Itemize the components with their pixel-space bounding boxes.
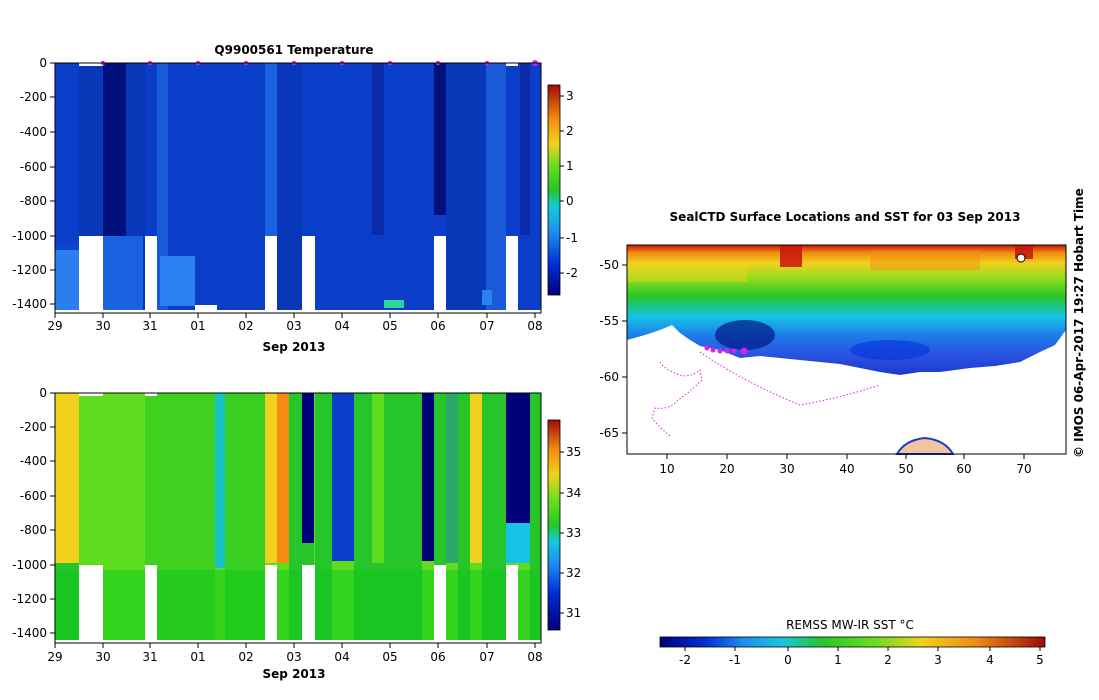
salinity-heatmap <box>55 393 541 643</box>
svg-text:31: 31 <box>142 319 157 333</box>
svg-text:31: 31 <box>142 650 157 664</box>
temperature-colorbar-tick: 0 <box>566 194 574 208</box>
svg-text:-1400: -1400 <box>12 626 47 640</box>
svg-text:-600: -600 <box>20 489 47 503</box>
svg-text:5: 5 <box>1036 653 1044 667</box>
svg-text:2: 2 <box>884 653 892 667</box>
svg-text:06: 06 <box>430 319 445 333</box>
svg-text:-1: -1 <box>729 653 741 667</box>
temperature-colorbar-tick: 1 <box>566 159 574 173</box>
map-title: SealCTD Surface Locations and SST for 03… <box>670 210 1021 224</box>
svg-text:20: 20 <box>719 462 734 476</box>
temperature-colorbar: 3 2 1 0 -1 -2 <box>547 84 578 296</box>
svg-text:40: 40 <box>839 462 854 476</box>
svg-text:0: 0 <box>39 56 47 70</box>
svg-text:30: 30 <box>95 650 110 664</box>
antarctic-land <box>895 436 955 455</box>
salinity-colorbar-tick: 35 <box>566 445 581 459</box>
seal-track <box>651 345 881 437</box>
temperature-plot-title: Q9900561 Temperature <box>214 43 373 57</box>
svg-text:-200: -200 <box>20 90 47 104</box>
temperature-colorbar-tick: -2 <box>566 266 578 280</box>
svg-text:-50: -50 <box>599 258 619 272</box>
svg-text:07: 07 <box>479 650 494 664</box>
salinity-y-axis: 0 -200 -400 -600 -800 -1000 -1200 -1400 <box>12 386 55 640</box>
temperature-heatmap <box>55 63 541 313</box>
svg-text:-600: -600 <box>20 160 47 174</box>
svg-text:04: 04 <box>334 650 349 664</box>
temperature-plot: Q9900561 Temperature <box>12 43 578 354</box>
sst-colorbar: -2 -1 0 1 2 3 4 5 <box>659 636 1046 667</box>
svg-text:29: 29 <box>47 319 62 333</box>
temperature-y-axis: 0 -200 -400 -600 -800 -1000 -1200 -1400 <box>12 56 55 311</box>
svg-text:-400: -400 <box>20 454 47 468</box>
salinity-plot: 0 -200 -400 -600 -800 -1000 -1200 -1400 … <box>12 386 581 681</box>
svg-text:06: 06 <box>430 650 445 664</box>
svg-text:03: 03 <box>286 650 301 664</box>
salinity-colorbar-tick: 34 <box>566 486 581 500</box>
temperature-colorbar-tick: 3 <box>566 89 574 103</box>
svg-text:3: 3 <box>934 653 942 667</box>
svg-text:1: 1 <box>834 653 842 667</box>
temperature-colorbar-tick: -1 <box>566 231 578 245</box>
salinity-colorbar: 35 34 33 32 31 <box>547 419 581 631</box>
temperature-x-label: Sep 2013 <box>263 340 326 354</box>
temperature-colorbar-tick: 2 <box>566 124 574 138</box>
svg-text:05: 05 <box>382 650 397 664</box>
salinity-axes-frame <box>54 392 542 644</box>
svg-text:-1400: -1400 <box>12 297 47 311</box>
svg-text:70: 70 <box>1016 462 1031 476</box>
svg-text:0: 0 <box>39 386 47 400</box>
sst-field <box>627 245 1066 455</box>
svg-text:4: 4 <box>986 653 994 667</box>
svg-text:-1200: -1200 <box>12 592 47 606</box>
svg-text:05: 05 <box>382 319 397 333</box>
imos-credit: © IMOS 06-Apr-2017 19:27 Hobart Time <box>1072 188 1086 458</box>
sst-map: SealCTD Surface Locations and SST for 03… <box>599 210 1067 667</box>
sst-colorbar-label: REMSS MW-IR SST °C <box>786 618 914 632</box>
svg-text:08: 08 <box>527 319 542 333</box>
map-x-axis: 10 20 30 40 50 60 70 <box>659 454 1032 476</box>
svg-text:0: 0 <box>784 653 792 667</box>
map-y-axis: -50 -55 -60 -65 <box>599 258 627 440</box>
svg-text:-1000: -1000 <box>12 558 47 572</box>
svg-text:02: 02 <box>238 650 253 664</box>
svg-text:-800: -800 <box>20 523 47 537</box>
svg-text:-400: -400 <box>20 125 47 139</box>
svg-text:01: 01 <box>190 319 205 333</box>
salinity-x-label: Sep 2013 <box>263 667 326 681</box>
svg-text:04: 04 <box>334 319 349 333</box>
salinity-colorbar-tick: 31 <box>566 606 581 620</box>
svg-text:30: 30 <box>779 462 794 476</box>
svg-text:10: 10 <box>659 462 674 476</box>
svg-text:-2: -2 <box>679 653 691 667</box>
svg-text:-800: -800 <box>20 194 47 208</box>
svg-text:-55: -55 <box>599 314 619 328</box>
svg-text:03: 03 <box>286 319 301 333</box>
svg-text:-1200: -1200 <box>12 263 47 277</box>
svg-text:-65: -65 <box>599 426 619 440</box>
salinity-x-axis: 29 30 31 01 02 03 04 05 06 07 08 <box>47 643 543 664</box>
svg-text:29: 29 <box>47 650 62 664</box>
svg-text:02: 02 <box>238 319 253 333</box>
salinity-colorbar-tick: 33 <box>566 526 581 540</box>
svg-text:60: 60 <box>956 462 971 476</box>
svg-text:-60: -60 <box>599 370 619 384</box>
temperature-axes-frame <box>54 62 542 314</box>
svg-text:07: 07 <box>479 319 494 333</box>
svg-text:30: 30 <box>95 319 110 333</box>
svg-text:-200: -200 <box>20 420 47 434</box>
temperature-x-axis: 29 30 31 01 02 03 04 05 06 07 08 <box>47 313 543 333</box>
svg-text:-1000: -1000 <box>12 229 47 243</box>
svg-text:08: 08 <box>527 650 542 664</box>
salinity-colorbar-tick: 32 <box>566 566 581 580</box>
svg-text:50: 50 <box>898 462 913 476</box>
svg-text:01: 01 <box>190 650 205 664</box>
